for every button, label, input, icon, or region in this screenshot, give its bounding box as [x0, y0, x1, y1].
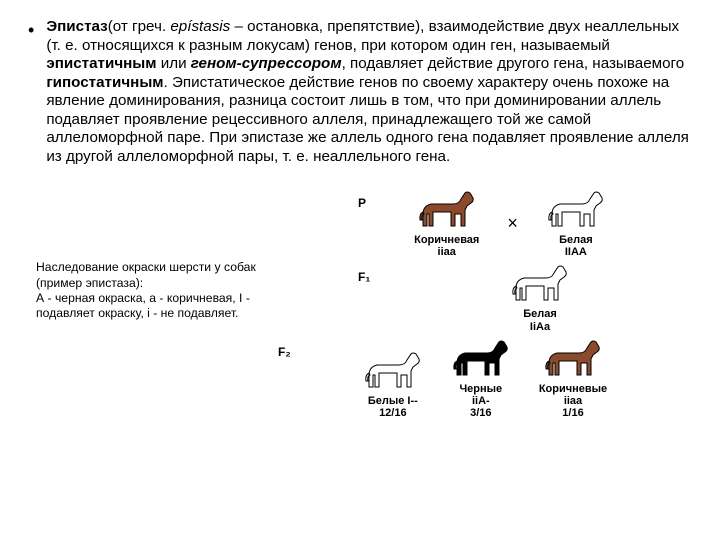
dog-label: Черные	[459, 383, 502, 395]
dog-ratio: 3/16	[470, 407, 491, 419]
main-paragraph: • Эпистаз(от греч. epístasis – остановка…	[28, 18, 692, 166]
p-dog-white: Белая IIAA	[546, 190, 606, 258]
lower-section: Наследование окраски шерсти у собак (при…	[28, 190, 692, 418]
cross-icon: ×	[507, 213, 518, 234]
dog-icon	[546, 190, 606, 232]
dog-genotype: iiaa	[564, 395, 582, 407]
dog-icon	[451, 339, 511, 381]
dog-ratio: 12/16	[379, 407, 407, 419]
dog-icon	[363, 351, 423, 393]
paragraph-text: Эпистаз(от греч. epístasis – остановка, …	[46, 18, 692, 166]
dog-genotype: IiAa	[530, 321, 550, 333]
bullet-marker: •	[28, 20, 34, 166]
f2-dog-brown: Коричневые iiaa 1/16	[539, 339, 607, 419]
f2-dog-black: Черные iiA- 3/16	[451, 339, 511, 419]
f2-generation-row: F₂ Белые I-- 12/16 Черные iiA- 3/16 Кори…	[278, 339, 692, 419]
gen-label-p: P	[358, 196, 366, 210]
gen-label-f1: F₁	[358, 270, 370, 284]
dog-label: Коричневые	[539, 383, 607, 395]
f1-dog-white: Белая IiAa	[510, 264, 570, 332]
dog-icon	[510, 264, 570, 306]
f1-generation-row: F₁ Белая IiAa	[388, 264, 692, 332]
f2-dog-white: Белые I-- 12/16	[363, 351, 423, 419]
dog-label: Белые I--	[368, 395, 418, 407]
dog-icon	[543, 339, 603, 381]
diagram-caption: Наследование окраски шерсти у собак (при…	[28, 190, 288, 418]
dog-genotype: iiA-	[472, 395, 490, 407]
gen-label-f2: F₂	[278, 345, 291, 359]
dog-label: Коричневая	[414, 234, 479, 246]
dog-label: Белая	[523, 308, 557, 320]
p-dog-brown: Коричневая iiaa	[414, 190, 479, 258]
inheritance-diagram: P Коричневая iiaa × Белая IIAA F₁ Белая …	[288, 190, 692, 418]
dog-label: Белая	[559, 234, 593, 246]
p-generation-row: P Коричневая iiaa × Белая IIAA	[328, 190, 692, 258]
dog-ratio: 1/16	[562, 407, 583, 419]
dog-genotype: IIAA	[565, 246, 587, 258]
dog-icon	[417, 190, 477, 232]
dog-genotype: iiaa	[438, 246, 456, 258]
